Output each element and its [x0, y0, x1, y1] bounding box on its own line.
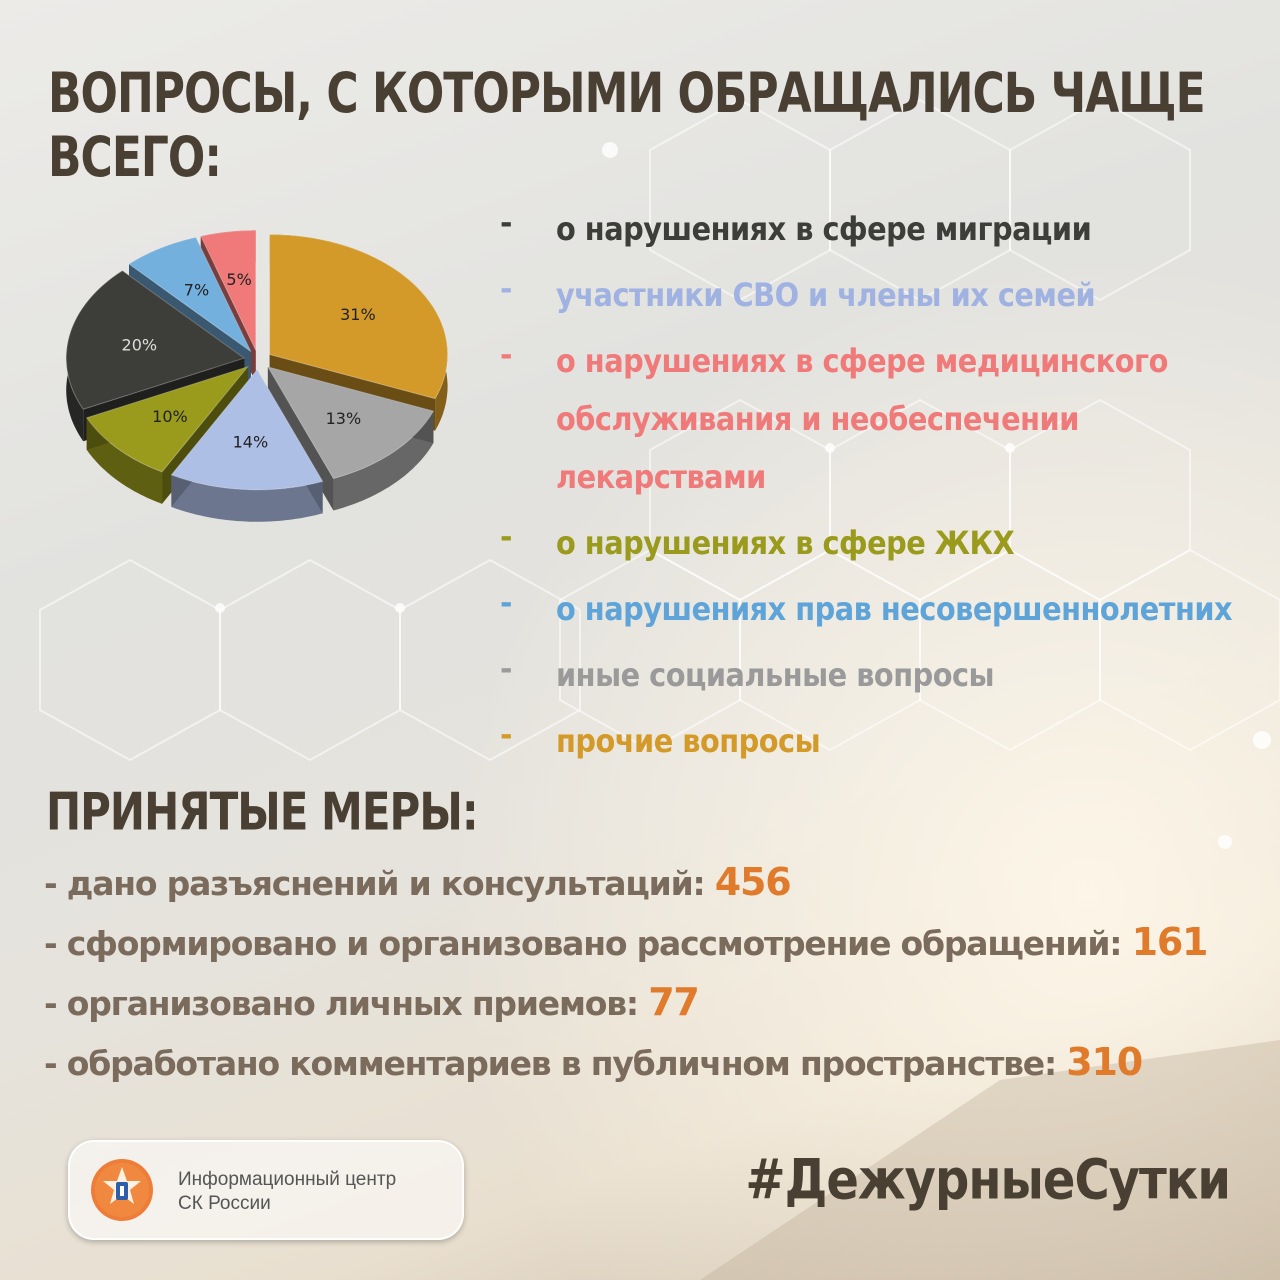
emblem-icon [91, 1159, 153, 1221]
legend-item-minors: - о нарушениях прав несовершеннолетних [500, 580, 1260, 638]
legend-text: о нарушениях прав несовершеннолетних [556, 590, 1233, 628]
pie-tops [65, 229, 449, 491]
measure-label: - сформировано и организовано рассмотрен… [44, 924, 1122, 963]
measures-list: - дано разъяснений и консультаций: 456 -… [44, 852, 1264, 1092]
chart-legend: - о нарушениях в сфере миграции - участн… [500, 200, 1260, 778]
pie-slice-side [333, 411, 434, 511]
pie-slice [200, 229, 257, 351]
legend-item-svo: - участники СВО и члены их семей [500, 266, 1260, 324]
measure-label: - организовано личных приемов: [44, 984, 639, 1023]
pie-slice [85, 365, 250, 473]
pie-slice [269, 233, 449, 400]
pie-labels: 31% 13% 14% 10% 20% 7% 5% [122, 270, 376, 451]
measure-row: - сформировано и организовано рассмотрен… [44, 912, 1264, 972]
measure-label: - дано разъяснений и консультаций: [44, 864, 706, 903]
measure-value: 77 [648, 980, 700, 1024]
pie-slice-label: 14% [233, 433, 269, 452]
pie-slice-label: 20% [122, 336, 158, 355]
legend-item-social: - иные социальные вопросы [500, 646, 1260, 704]
legend-item-other: - прочие вопросы [500, 712, 1260, 770]
legend-dash: - [500, 272, 513, 307]
pie-chart: 31% 13% 14% 10% 20% 7% 5% [65, 229, 449, 522]
measure-value: 456 [714, 860, 792, 904]
badge-line1: Информационный центр [178, 1169, 397, 1190]
measure-value: 310 [1066, 1040, 1143, 1084]
pie-slice [170, 368, 324, 491]
legend-dash: - [500, 338, 513, 373]
measure-row: - обработано комментариев в публичном пр… [44, 1032, 1264, 1092]
badge-text: Информационный центр СК России [178, 1168, 458, 1216]
pie-slice-side [171, 474, 323, 522]
legend-text: о нарушениях в сфере миграции [556, 210, 1092, 248]
legend-dash: - [500, 520, 513, 555]
legend-item-medical: - о нарушениях в сфере медицинского обсл… [500, 332, 1260, 506]
legend-dash: - [500, 206, 513, 241]
legend-text: о нарушениях в сфере ЖКХ [556, 524, 1015, 562]
measure-row: - организовано личных приемов: 77 [44, 972, 1264, 1032]
info-center-badge: Информационный центр СК России [68, 1140, 464, 1240]
page-title: ВОПРОСЫ, С КОТОРЫМИ ОБРАЩАЛИСЬ ЧАЩЕ ВСЕГ… [48, 62, 1206, 190]
hashtag: #ДежурныеСутки [745, 1148, 1231, 1213]
legend-dash: - [500, 586, 513, 621]
pie-slice-label: 31% [340, 305, 376, 324]
legend-text: участники СВО и члены их семей [556, 276, 1096, 314]
measure-row: - дано разъяснений и консультаций: 456 [44, 852, 1264, 912]
legend-item-migration: - о нарушениях в сфере миграции [500, 200, 1260, 258]
pie-slice [128, 236, 252, 352]
legend-text: иные социальные вопросы [556, 656, 995, 694]
pie-slice-label: 10% [152, 407, 188, 426]
pie-slice [65, 270, 246, 410]
legend-text: прочие вопросы [556, 722, 821, 760]
pie-slice-label: 7% [184, 281, 209, 300]
legend-dash: - [500, 718, 513, 753]
measure-label: - обработано комментариев в публичном пр… [44, 1044, 1057, 1083]
pie-slice-label: 13% [326, 409, 362, 428]
legend-dash: - [500, 652, 513, 687]
pie-slice-label: 5% [226, 270, 251, 289]
pie-slice [266, 366, 435, 480]
legend-item-housing: - о нарушениях в сфере ЖКХ [500, 514, 1260, 572]
measures-title: ПРИНЯТЫЕ МЕРЫ: [46, 782, 479, 842]
measure-value: 161 [1131, 920, 1209, 964]
badge-line2: СК России [178, 1193, 271, 1214]
legend-text: о нарушениях в сфере медицинского обслуж… [556, 342, 1168, 496]
